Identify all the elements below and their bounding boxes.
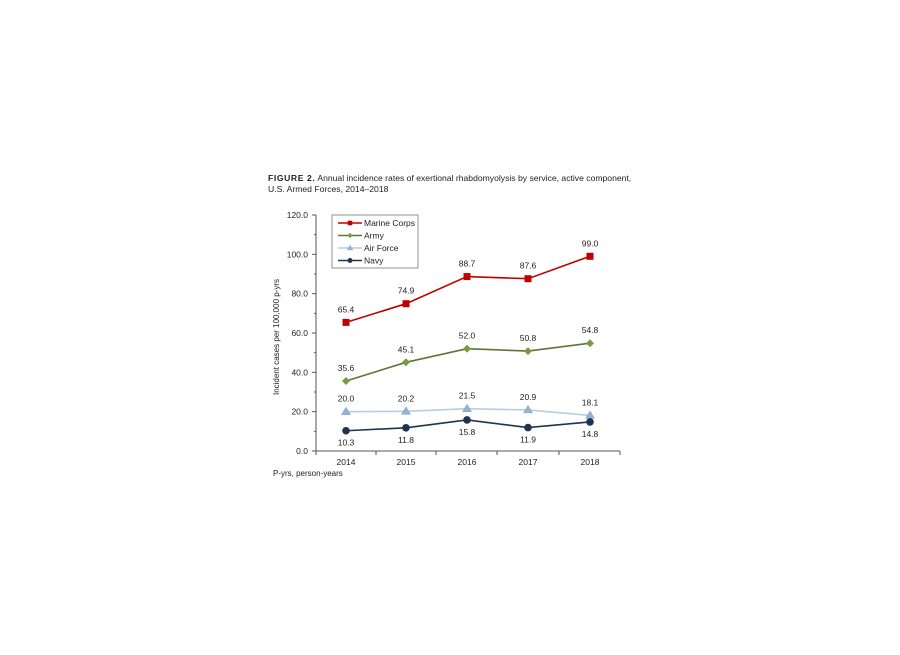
data-label-army: 50.8 xyxy=(520,333,537,343)
legend-label-navy: Navy xyxy=(364,256,384,266)
x-tick-label: 2014 xyxy=(337,457,356,467)
data-label-navy: 14.8 xyxy=(582,429,599,439)
data-point-army xyxy=(342,376,350,385)
legend-label-air-force: Air Force xyxy=(364,243,399,253)
data-point-army xyxy=(586,339,594,348)
data-label-army: 35.6 xyxy=(338,363,355,373)
data-point-air-force xyxy=(462,403,472,412)
y-tick-label: 0.0 xyxy=(296,446,308,456)
x-tick-label: 2017 xyxy=(519,457,538,467)
data-point-marine-corps xyxy=(402,300,410,308)
data-point-navy xyxy=(586,418,594,426)
data-label-army: 52.0 xyxy=(459,331,476,341)
data-label-navy: 10.3 xyxy=(338,438,355,448)
data-point-navy xyxy=(342,426,350,435)
data-label-air-force: 20.0 xyxy=(338,394,355,404)
legend-box xyxy=(331,214,419,269)
data-point-army xyxy=(402,358,410,367)
data-point-navy xyxy=(402,423,410,432)
x-tick-label: 2016 xyxy=(458,457,477,467)
legend-marker-air-force xyxy=(346,244,354,251)
data-label-air-force: 20.2 xyxy=(398,393,415,403)
legend-marker-navy xyxy=(347,258,353,263)
y-tick-label: 60.0 xyxy=(291,328,308,338)
x-tick-label: 2018 xyxy=(581,457,600,467)
y-tick-label: 100.0 xyxy=(287,249,309,259)
x-tick-label: 2015 xyxy=(397,457,416,467)
data-label-navy: 15.8 xyxy=(459,427,476,437)
figure-label: FIGURE 2. xyxy=(268,173,316,183)
y-tick-label: 20.0 xyxy=(291,407,308,417)
y-tick-label: 120.0 xyxy=(287,210,309,220)
data-label-air-force: 20.9 xyxy=(520,392,537,402)
footnote: P-yrs, person-years xyxy=(273,469,343,478)
data-point-marine-corps xyxy=(586,252,594,260)
data-point-air-force xyxy=(401,406,411,415)
data-point-army xyxy=(463,344,471,353)
figure-caption: FIGURE 2. Annual incidence rates of exer… xyxy=(268,173,638,195)
series-air-force: 20.0 20.2 21.5 20.9 18.1 xyxy=(338,391,599,419)
data-point-navy xyxy=(524,423,532,432)
figure-caption-text: Annual incidence rates of exertional rha… xyxy=(268,173,632,194)
legend-label-army: Army xyxy=(364,231,385,241)
series-navy: 10.3 11.8 15.8 11.9 14.8 xyxy=(338,416,599,448)
data-point-marine-corps xyxy=(342,318,350,326)
data-label-marine-corps: 65.4 xyxy=(338,304,355,314)
legend-marker-army xyxy=(347,232,353,239)
data-label-marine-corps: 88.7 xyxy=(459,259,476,269)
legend-label-marine-corps: Marine Corps xyxy=(364,218,415,228)
data-label-air-force: 21.5 xyxy=(459,391,476,401)
data-label-army: 45.1 xyxy=(398,344,415,354)
data-point-navy xyxy=(463,416,471,424)
data-point-army xyxy=(524,347,532,356)
data-point-air-force xyxy=(523,404,533,414)
data-label-army: 54.8 xyxy=(582,325,599,335)
data-label-marine-corps: 74.9 xyxy=(398,286,415,296)
series-marine-corps: 65.4 74.9 88.7 87.6 99.0 xyxy=(338,238,599,326)
data-point-air-force xyxy=(341,406,351,415)
series-army: 35.6 45.1 52.0 50.8 54.8 xyxy=(338,325,599,385)
y-axis-label: Incident cases per 100,000 p-yrs xyxy=(272,279,281,395)
data-label-marine-corps: 87.6 xyxy=(520,261,537,271)
legend: Marine Corps Army Air Force Navy xyxy=(331,214,419,269)
data-point-marine-corps xyxy=(463,273,471,281)
data-label-air-force: 18.1 xyxy=(582,397,599,407)
data-label-marine-corps: 99.0 xyxy=(582,238,599,248)
y-tick-label: 80.0 xyxy=(291,289,308,299)
data-label-navy: 11.9 xyxy=(520,435,536,445)
data-point-marine-corps xyxy=(524,275,532,283)
y-tick-label: 40.0 xyxy=(291,367,308,377)
legend-marker-marine-corps xyxy=(347,220,353,226)
data-label-navy: 11.8 xyxy=(398,435,414,445)
